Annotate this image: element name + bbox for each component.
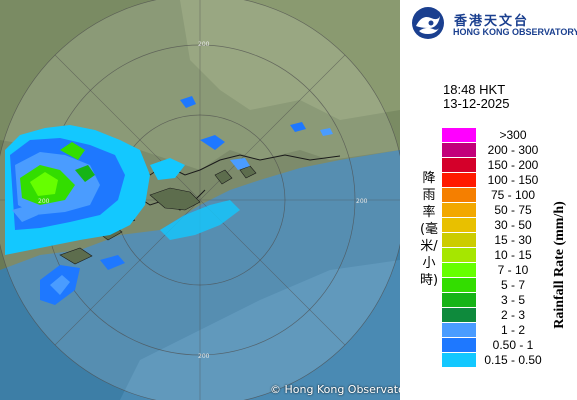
legend-swatch (442, 248, 476, 262)
legend-label: 10 - 15 (494, 248, 532, 262)
legend-swatch (442, 308, 476, 322)
legend-label: 75 - 100 (490, 188, 536, 202)
legend-swatch (442, 233, 476, 247)
legend-swatch (442, 263, 476, 277)
legend-swatch (442, 218, 476, 232)
legend-title-english-wrapper: Rainfall Rate (mm/h) (545, 150, 575, 380)
legend-swatch (442, 203, 476, 217)
legend-swatch (442, 143, 476, 157)
legend-label: 50 - 75 (494, 203, 532, 217)
legend-title-english: Rainfall Rate (mm/h) (552, 201, 567, 329)
legend-label: 7 - 10 (497, 263, 529, 277)
legend-value-labels: >300 200 - 300 150 - 200 100 - 150 75 - 100 5… (478, 128, 548, 368)
range-label-east: 200 (356, 198, 368, 205)
copyright-notice: © Hong Kong Observatory (270, 383, 400, 396)
legend-swatch (442, 293, 476, 307)
legend-label: 15 - 30 (494, 233, 532, 247)
radar-map-graphic: 200 200 200 200 (0, 0, 400, 400)
legend-swatch (442, 128, 476, 142)
range-label-south: 200 (198, 353, 210, 360)
legend-label: 100 - 150 (487, 173, 539, 187)
legend-swatch (442, 338, 476, 352)
observation-date: 13-12-2025 (443, 96, 510, 111)
range-label-north: 200 (198, 41, 210, 48)
legend-label: 3 - 5 (500, 293, 525, 307)
legend-label: 30 - 50 (494, 218, 532, 232)
legend-swatch (442, 173, 476, 187)
legend-swatch (442, 158, 476, 172)
legend-title-chinese: 降雨率(毫米/小時) (419, 171, 439, 288)
legend-label: 200 - 300 (487, 143, 539, 157)
legend-swatch (442, 188, 476, 202)
legend-swatch (442, 353, 476, 367)
legend-label: 0.15 - 0.50 (484, 353, 542, 367)
legend-color-scale (442, 128, 476, 368)
observation-time: 18:48 HKT (443, 82, 506, 97)
logo-text-chinese: 香港天文台 (454, 14, 530, 29)
legend-swatch (442, 278, 476, 292)
range-label-west: 200 (38, 198, 50, 205)
legend-label: 5 - 7 (500, 278, 525, 292)
info-panel (400, 0, 577, 400)
legend-label: 2 - 3 (500, 308, 525, 322)
legend-label: >300 (499, 128, 527, 142)
hko-logo-icon (412, 7, 444, 39)
logo-text-english: HONG KONG OBSERVATORY (453, 27, 577, 37)
radar-map[interactable]: 200 200 200 200 © Hong Kong Observatory (0, 0, 400, 400)
hko-logo[interactable]: 香港天文台 HONG KONG OBSERVATORY (411, 6, 577, 40)
legend-swatch (442, 323, 476, 337)
legend-label: 0.50 - 1 (492, 338, 534, 352)
legend-label: 1 - 2 (500, 323, 525, 337)
legend-label: 150 - 200 (487, 158, 539, 172)
